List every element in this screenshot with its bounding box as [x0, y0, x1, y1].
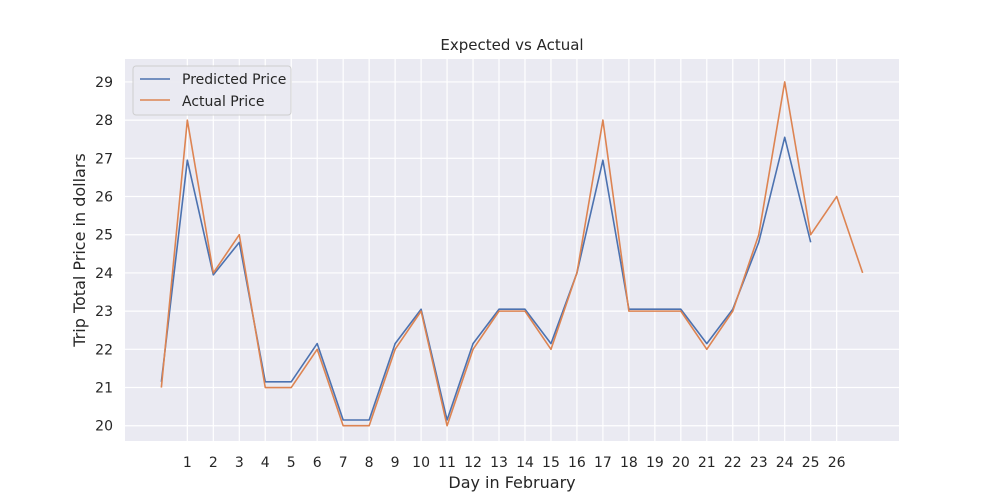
x-tick-label: 10	[412, 455, 430, 471]
x-tick-label: 22	[724, 455, 742, 471]
series-lines	[160, 81, 864, 427]
y-axis-label: Trip Total Price in dollars	[70, 153, 89, 347]
x-tick-label: 13	[490, 455, 508, 471]
x-tick-label: 1	[183, 455, 192, 471]
x-tick-label: 11	[438, 455, 456, 471]
x-tick-label: 19	[646, 455, 664, 471]
y-tick-labels: 20 21 22 23 24 25 26 27 28 29	[95, 75, 113, 435]
x-tick-label: 6	[313, 455, 322, 471]
x-tick-label: 25	[802, 455, 820, 471]
x-tick-label: 4	[261, 455, 270, 471]
chart-title: Expected vs Actual	[440, 36, 583, 54]
x-tick-label: 20	[672, 455, 690, 471]
x-tick-label: 3	[235, 455, 244, 471]
x-tick-label: 12	[464, 455, 482, 471]
y-tick-label: 23	[95, 304, 113, 320]
legend: Predicted Price Actual Price	[132, 65, 292, 116]
x-tick-label: 26	[828, 455, 846, 471]
x-tick-label: 18	[620, 455, 638, 471]
y-tick-label: 26	[95, 190, 113, 206]
x-tick-label: 8	[365, 455, 374, 471]
legend-box	[132, 65, 292, 116]
x-tick-label: 7	[339, 455, 348, 471]
y-tick-label: 25	[95, 228, 113, 244]
legend-label-predicted: Predicted Price	[182, 72, 286, 88]
y-tick-label: 22	[95, 342, 113, 358]
y-tick-label: 27	[95, 151, 113, 167]
grid-lines	[125, 59, 899, 441]
plot-area	[125, 59, 899, 441]
x-tick-label: 14	[516, 455, 534, 471]
series-line-actual	[160, 81, 864, 427]
x-tick-label: 24	[776, 455, 794, 471]
series-line-predicted	[160, 136, 812, 421]
y-tick-label: 21	[95, 381, 113, 397]
x-tick-label: 17	[594, 455, 612, 471]
legend-label-actual: Actual Price	[182, 94, 264, 110]
y-tick-label: 28	[95, 113, 113, 129]
x-tick-label: 5	[287, 455, 296, 471]
x-tick-label: 2	[209, 455, 218, 471]
y-tick-label: 29	[95, 75, 113, 91]
x-tick-labels: 1 2 3 4 5 6 7 8 9 10 11 12 13 14 15 16 17 18 19 20 21 22 23 24 2…	[183, 455, 846, 471]
x-tick-label: 23	[750, 455, 768, 471]
x-tick-label: 15	[542, 455, 560, 471]
x-tick-label: 9	[391, 455, 400, 471]
x-axis-label: Day in February	[448, 473, 575, 492]
x-tick-label: 21	[698, 455, 716, 471]
y-tick-label: 20	[95, 419, 113, 435]
x-tick-label: 16	[568, 455, 586, 471]
y-tick-label: 24	[95, 266, 113, 282]
